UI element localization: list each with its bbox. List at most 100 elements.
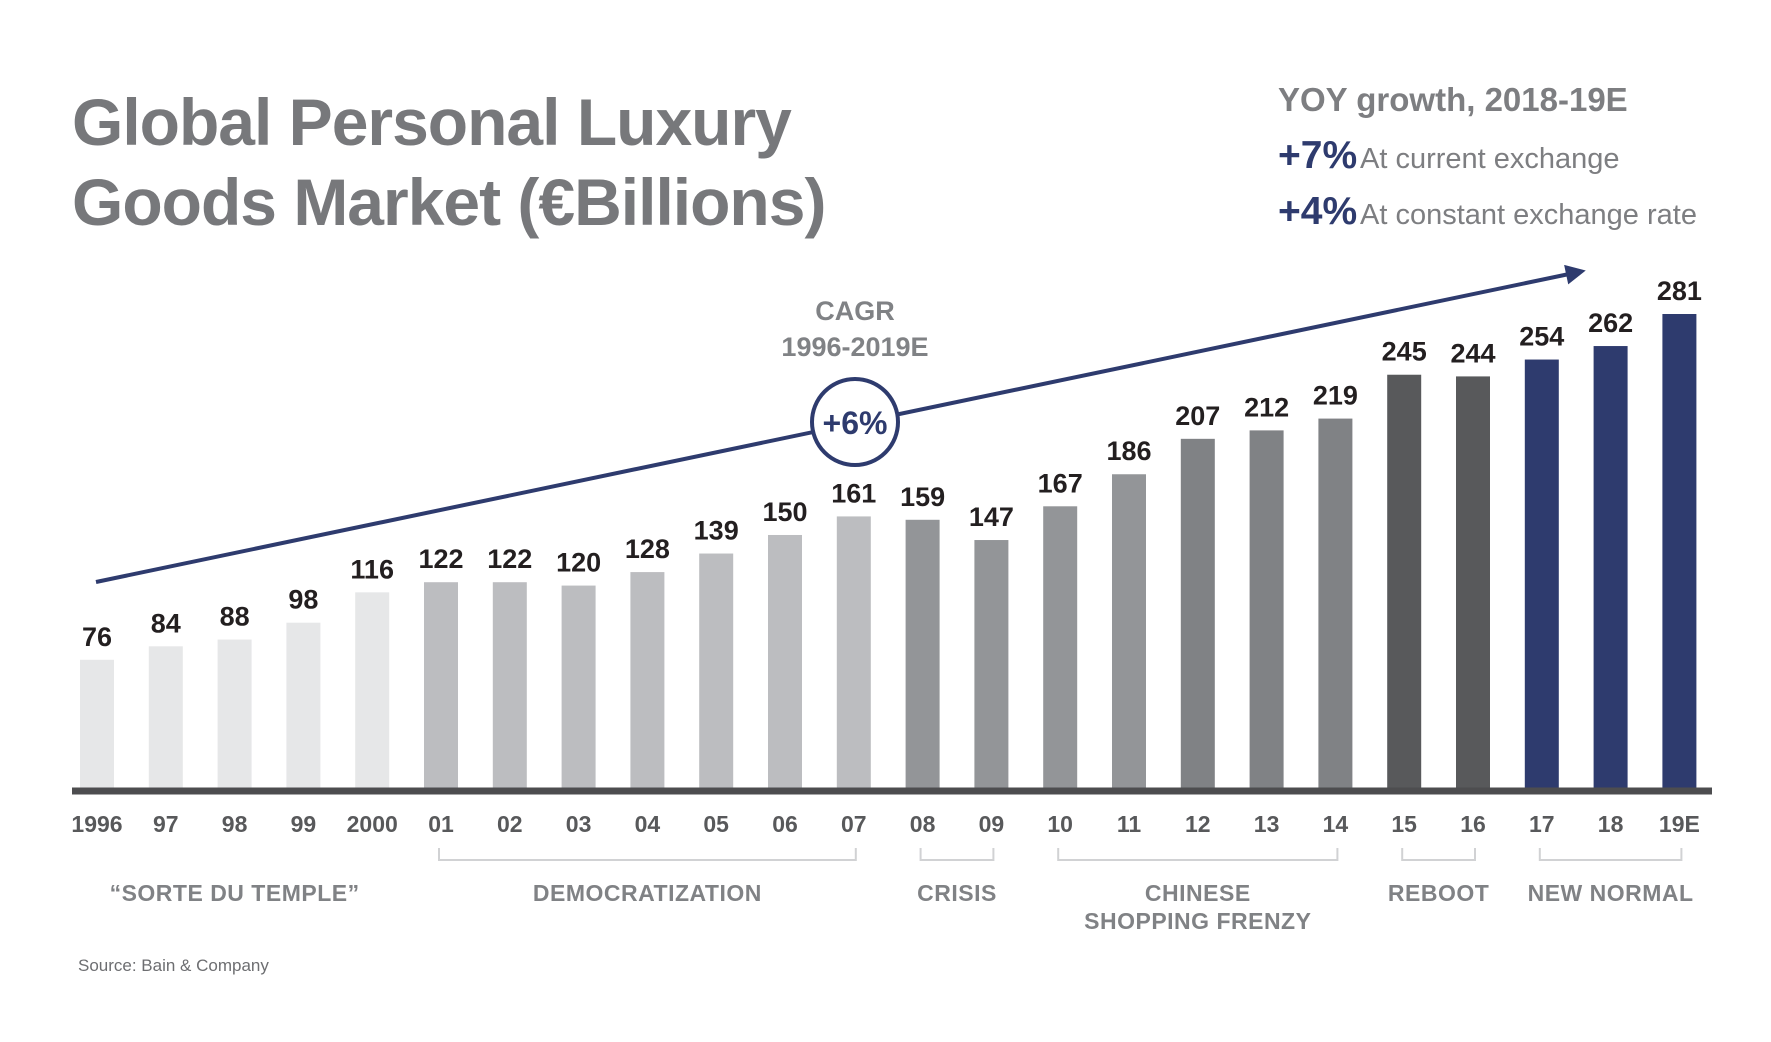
bar-2000 xyxy=(355,592,390,788)
yoy-heading: YOY growth, 2018-19E xyxy=(1278,81,1628,118)
x-tick-15: 15 xyxy=(1391,811,1417,837)
x-tick-labels-group: 1996 97 98 99 2000 01 02 03 04 05 06 07 08 09 10 11 12 13… xyxy=(71,811,1699,837)
value-label-01: 122 xyxy=(418,544,463,574)
phase-label-1: DEMOCRATIZATION xyxy=(533,880,762,906)
value-label-2000: 116 xyxy=(350,554,394,584)
phase-bracket-2 xyxy=(919,848,995,861)
value-label-1996: 76 xyxy=(82,622,112,652)
yoy-row-current: +7% At current exchange xyxy=(1278,134,1697,178)
value-label-18: 262 xyxy=(1588,308,1633,338)
x-tick-2000: 2000 xyxy=(347,811,398,837)
yoy-constant-value: +4% xyxy=(1278,190,1358,233)
value-label-15: 245 xyxy=(1382,337,1427,367)
bar-1996 xyxy=(80,659,114,788)
value-label-04: 128 xyxy=(625,534,670,564)
bar-06 xyxy=(768,534,802,788)
value-label-11: 186 xyxy=(1106,436,1151,466)
bar-12 xyxy=(1180,438,1215,788)
bar-19E xyxy=(1662,314,1697,788)
cagr-value: +6% xyxy=(823,405,888,441)
x-tick-03: 03 xyxy=(566,811,592,837)
x-tick-08: 08 xyxy=(910,811,936,837)
phase-bracket-1 xyxy=(438,848,857,861)
phase-brackets-group xyxy=(438,848,1683,861)
value-labels-group: 76 84 88 98 116 122 122 120 128 139 150 161 159 147 16… xyxy=(82,276,1702,652)
x-tick-97: 97 xyxy=(153,811,179,837)
value-label-02: 122 xyxy=(487,544,532,574)
x-tick-01: 01 xyxy=(428,811,454,837)
bar-08 xyxy=(905,519,940,788)
bar-09 xyxy=(974,540,1009,788)
value-label-03: 120 xyxy=(556,548,601,578)
value-label-07: 161 xyxy=(831,478,876,508)
phase-label-5: NEW NORMAL xyxy=(1528,880,1694,906)
yoy-row-constant: +4% At constant exchange rate xyxy=(1278,190,1697,234)
bar-05 xyxy=(699,553,734,788)
value-label-09: 147 xyxy=(969,502,1014,532)
x-tick-19E: 19E xyxy=(1659,811,1700,837)
x-tick-04: 04 xyxy=(635,811,661,837)
value-label-05: 139 xyxy=(694,516,739,546)
phase-label-4: REBOOT xyxy=(1388,880,1489,906)
bar-10 xyxy=(1043,506,1078,788)
bar-15 xyxy=(1387,374,1422,788)
bar-99 xyxy=(286,622,321,788)
x-tick-16: 16 xyxy=(1460,811,1486,837)
bar-11 xyxy=(1112,474,1146,788)
value-label-06: 150 xyxy=(762,497,807,527)
chart-title: Global Personal Luxury Goods Market (€Bi… xyxy=(72,82,826,242)
x-tick-99: 99 xyxy=(291,811,317,837)
value-label-97: 84 xyxy=(151,608,181,638)
x-tick-10: 10 xyxy=(1047,811,1073,837)
bar-18 xyxy=(1593,346,1628,788)
x-tick-13: 13 xyxy=(1254,811,1280,837)
yoy-growth-panel: YOY growth, 2018-19E +7% At current exch… xyxy=(1278,78,1697,234)
value-label-17: 254 xyxy=(1519,322,1564,352)
value-label-08: 159 xyxy=(900,482,945,512)
bar-17 xyxy=(1524,359,1559,788)
x-tick-11: 11 xyxy=(1117,811,1142,837)
yoy-constant-label: At constant exchange rate xyxy=(1360,199,1697,231)
phase-label-0: “SORTE DU TEMPLE” xyxy=(110,880,360,906)
bar-03 xyxy=(561,585,596,788)
value-label-99: 98 xyxy=(288,585,318,615)
value-label-14: 219 xyxy=(1313,381,1358,411)
value-label-19E: 281 xyxy=(1657,276,1702,306)
bar-13 xyxy=(1249,430,1284,788)
bar-16 xyxy=(1456,376,1490,788)
bar-97 xyxy=(148,646,183,788)
chart-title-line-1: Global Personal Luxury xyxy=(72,85,792,159)
bar-01 xyxy=(424,582,458,788)
x-tick-12: 12 xyxy=(1185,811,1211,837)
cagr-label-line-1: CAGR xyxy=(815,296,895,326)
bar-14 xyxy=(1318,418,1353,788)
chart-title-line-2: Goods Market (€Billions) xyxy=(72,165,826,239)
x-tick-02: 02 xyxy=(497,811,523,837)
value-label-12: 207 xyxy=(1175,401,1220,431)
bar-98 xyxy=(217,639,252,788)
source-note: Source: Bain & Company xyxy=(78,956,269,975)
value-label-98: 88 xyxy=(220,602,250,632)
value-label-10: 167 xyxy=(1038,468,1083,498)
phase-labels-group: “SORTE DU TEMPLE” DEMOCRATIZATION CRISIS CH… xyxy=(110,880,1694,934)
x-tick-06: 06 xyxy=(772,811,798,837)
phase-bracket-3 xyxy=(1057,848,1339,861)
x-tick-07: 07 xyxy=(841,811,867,837)
x-tick-1996: 1996 xyxy=(71,811,122,837)
bars-group xyxy=(80,314,1697,788)
phase-bracket-4 xyxy=(1401,848,1476,861)
cagr-circle xyxy=(810,377,900,467)
yoy-current-label: At current exchange xyxy=(1360,143,1620,175)
yoy-current-value: +7% xyxy=(1278,134,1358,177)
x-tick-98: 98 xyxy=(222,811,248,837)
x-tick-05: 05 xyxy=(703,811,729,837)
x-tick-14: 14 xyxy=(1323,811,1349,837)
value-label-13: 212 xyxy=(1244,392,1289,422)
phase-label-2: CRISIS xyxy=(917,880,997,906)
phase-label-3: CHINESE SHOPPING FRENZY xyxy=(1084,880,1311,934)
bar-04 xyxy=(630,572,665,788)
bar-07 xyxy=(836,516,871,788)
x-tick-18: 18 xyxy=(1598,811,1624,837)
cagr-label-line-2: 1996-2019E xyxy=(781,332,928,362)
